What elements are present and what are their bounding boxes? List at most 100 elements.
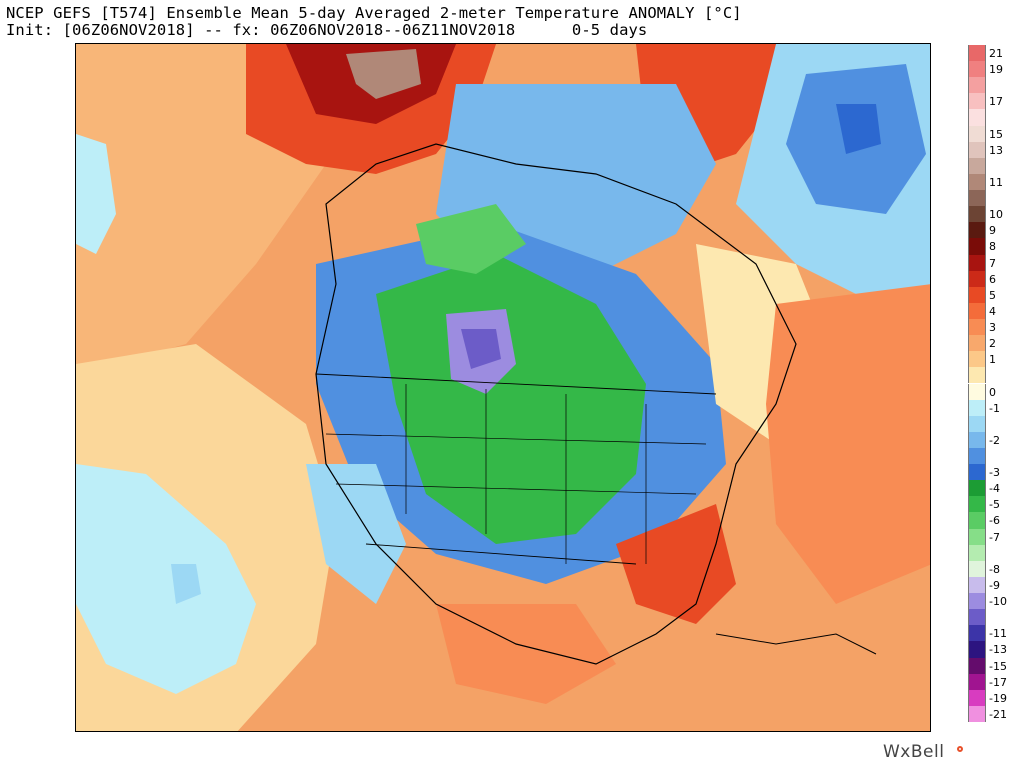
colorbar-label: -4 xyxy=(989,482,1000,496)
colorbar-label: 0 xyxy=(989,385,996,399)
colorbar-swatch xyxy=(968,528,986,545)
colorbar-label: -6 xyxy=(989,514,1000,528)
state-borders-horizontal xyxy=(325,433,707,495)
colorbar-swatch xyxy=(968,61,986,78)
colorbar-label: 15 xyxy=(989,127,1003,141)
northern-canada-cold-zone xyxy=(416,204,526,274)
colorbar-label: -7 xyxy=(989,530,1000,544)
colorbar-entry: 21 xyxy=(968,45,1018,62)
colorbar-swatch xyxy=(968,45,986,62)
colorbar-swatch xyxy=(968,593,986,610)
colorbar-entry: 2 xyxy=(968,335,1018,352)
anomaly-map xyxy=(75,43,931,732)
colorbar-swatch xyxy=(968,512,986,529)
colorbar-swatch xyxy=(968,286,986,303)
colorbar-label: -13 xyxy=(989,643,1007,657)
colorbar-swatch xyxy=(968,415,986,432)
map-subtitle: Init: [06Z06NOV2018] -- fx: 06Z06NOV2018… xyxy=(6,21,648,39)
colorbar-swatch xyxy=(968,657,986,674)
colorbar-entry: 5 xyxy=(968,286,1018,303)
colorbar-swatch xyxy=(968,576,986,594)
colorbar-entry: 9 xyxy=(968,222,1018,239)
colorbar-entry: -11 xyxy=(968,625,1018,642)
colorbar-label: -2 xyxy=(989,433,1000,447)
colorbar-swatch xyxy=(968,689,986,706)
colorbar-label: 3 xyxy=(989,321,996,335)
colorbar-label: -10 xyxy=(989,595,1007,609)
colorbar-swatch xyxy=(968,109,986,126)
colorbar-entry xyxy=(968,415,1018,432)
colorbar-entry: 3 xyxy=(968,319,1018,336)
colorbar-label: -21 xyxy=(989,707,1007,721)
temperature-anomaly-colorbar: 21 19 17 15 13 11 10 9 8 7 6 5 4 3 2 1 0 -1 -2 -3 -4 -5 -6 -7 -8… xyxy=(968,45,1018,722)
colorbar-swatch xyxy=(968,173,986,191)
colorbar-label: -1 xyxy=(989,401,1000,415)
north-atlantic-cold-center xyxy=(836,104,881,154)
colorbar-entry xyxy=(968,367,1018,384)
colorbar-label: 7 xyxy=(989,256,996,270)
colorbar-swatch xyxy=(968,238,986,255)
colorbar-label: -19 xyxy=(989,691,1007,705)
colorbar-swatch xyxy=(968,190,986,207)
colorbar-entry xyxy=(968,609,1018,626)
colorbar-swatch xyxy=(968,544,986,561)
colorbar-swatch xyxy=(968,270,986,287)
colorbar-label: -15 xyxy=(989,659,1007,673)
colorbar-entry: -5 xyxy=(968,496,1018,513)
colorbar-swatch xyxy=(968,641,986,658)
colorbar-entry xyxy=(968,109,1018,126)
colorbar-swatch xyxy=(968,399,986,416)
colorbar-entry: 11 xyxy=(968,173,1018,191)
colorbar-swatch xyxy=(968,157,986,174)
colorbar-entry xyxy=(968,190,1018,207)
logo-dot-icon xyxy=(957,746,963,752)
southwest-cool-band xyxy=(306,464,406,604)
colorbar-swatch xyxy=(968,222,986,239)
caribbean-islands-outline xyxy=(715,633,877,655)
colorbar-swatch xyxy=(968,206,986,223)
colorbar-entry: -7 xyxy=(968,528,1018,545)
colorbar-swatch xyxy=(968,447,986,465)
colorbar-swatch xyxy=(968,367,986,384)
colorbar-entry: -13 xyxy=(968,641,1018,658)
colorbar-entry xyxy=(968,157,1018,174)
colorbar-swatch xyxy=(968,705,986,722)
colorbar-label: 11 xyxy=(989,175,1003,189)
colorbar-swatch xyxy=(968,125,986,142)
colorbar-label: 2 xyxy=(989,337,996,351)
colorbar-swatch xyxy=(968,351,986,368)
colorbar-entry: 19 xyxy=(968,61,1018,78)
colorbar-label: 4 xyxy=(989,304,996,318)
colorbar-entry: 8 xyxy=(968,238,1018,255)
colorbar-swatch xyxy=(968,254,986,271)
colorbar-entry: -21 xyxy=(968,705,1018,722)
colorbar-entry: -15 xyxy=(968,657,1018,674)
gulf-warm-zone xyxy=(436,604,616,704)
colorbar-entry xyxy=(968,544,1018,561)
colorbar-label: 9 xyxy=(989,224,996,238)
colorbar-label: 6 xyxy=(989,272,996,286)
colorbar-label: 5 xyxy=(989,288,996,302)
colorbar-swatch xyxy=(968,431,986,448)
colorbar-label: 8 xyxy=(989,240,996,254)
colorbar-label: -8 xyxy=(989,562,1000,576)
colorbar-swatch xyxy=(968,496,986,513)
colorbar-swatch xyxy=(968,383,986,400)
colorbar-label: 17 xyxy=(989,95,1003,109)
colorbar-entry: -10 xyxy=(968,593,1018,610)
colorbar-label: -17 xyxy=(989,675,1007,689)
colorbar-entry: 17 xyxy=(968,93,1018,110)
colorbar-entry: 10 xyxy=(968,206,1018,223)
north-pacific-cool-patch xyxy=(76,134,116,254)
continent-outline xyxy=(315,143,797,665)
colorbar-label: 19 xyxy=(989,63,1003,77)
prairie-extreme-cold-core xyxy=(461,329,501,369)
colorbar-swatch xyxy=(968,93,986,110)
colorbar-entry: -4 xyxy=(968,480,1018,497)
colorbar-swatch xyxy=(968,302,986,319)
colorbar-swatch xyxy=(968,335,986,352)
colorbar-label: -5 xyxy=(989,498,1000,512)
colorbar-entry: 13 xyxy=(968,141,1018,158)
colorbar-entry: 4 xyxy=(968,302,1018,319)
colorbar-entry: -19 xyxy=(968,689,1018,706)
